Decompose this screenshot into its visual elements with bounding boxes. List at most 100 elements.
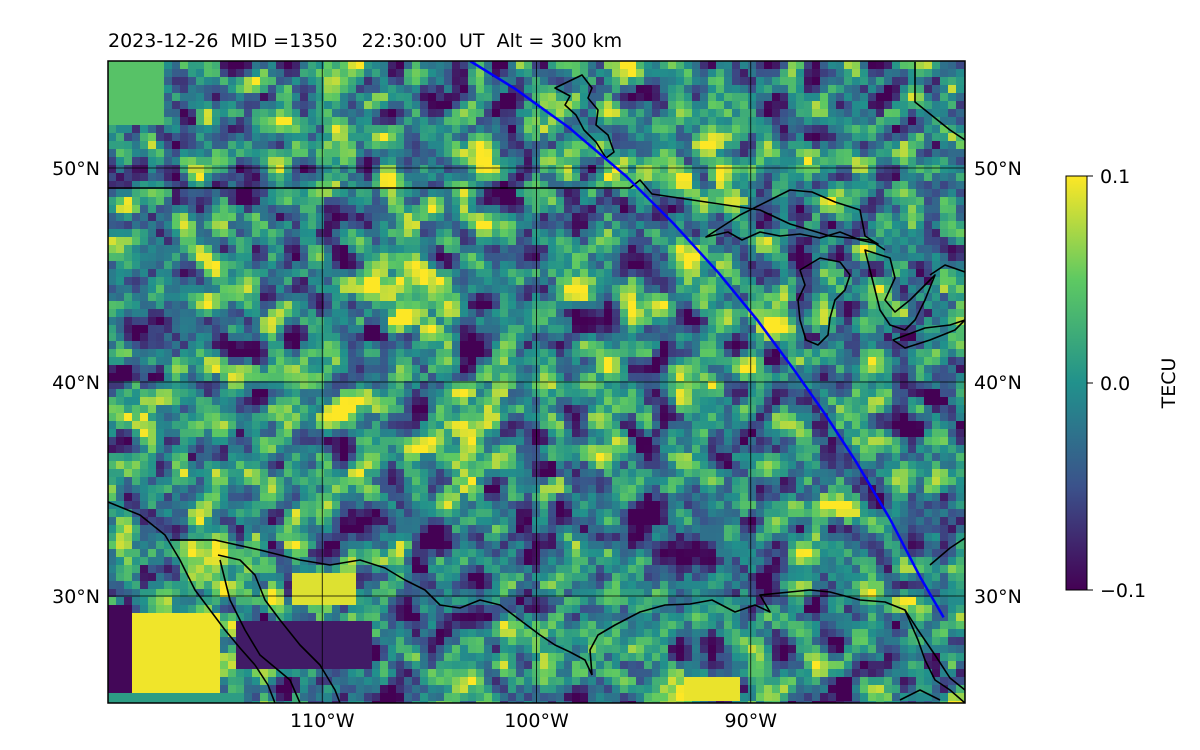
tec-cell [500,189,509,198]
tec-cell [804,301,813,310]
tec-cell [500,165,509,174]
tec-cell [524,357,533,366]
tec-cell [420,261,429,270]
tec-cell [796,125,805,134]
tec-cell [180,301,189,310]
tec-cell [900,333,909,342]
tec-cell [684,373,693,382]
tec-cell [916,373,925,382]
tec-cell [412,109,421,118]
tec-cell [252,373,261,382]
tec-cell [484,229,493,238]
tec-cell [724,309,733,318]
tec-cell [732,157,741,166]
tec-cell [508,253,517,262]
tec-cell [796,253,805,262]
tec-cell [788,133,797,142]
tec-cell [108,69,117,78]
tec-cell [868,173,877,182]
tec-cell [748,101,757,110]
tec-cell [756,269,765,278]
tec-cell [436,93,445,102]
tec-cell [660,341,669,350]
tec-cell [220,293,229,302]
tec-cell [588,245,597,254]
tec-cell [684,389,693,398]
tec-cell [260,133,269,142]
tec-cell [388,165,397,174]
tec-cell [852,69,861,78]
tec-cell [468,389,477,398]
tec-cell [524,349,533,358]
tec-cell [940,77,949,86]
tec-cell [356,141,365,150]
tec-cell [236,261,245,270]
tec-cell [276,85,285,94]
tec-cell [516,117,525,126]
tec-cell [708,117,717,126]
tec-cell [172,77,181,86]
tec-cell [332,349,341,358]
tec-cell [844,109,853,118]
tec-cell [124,77,133,86]
tec-cell [172,317,181,326]
tec-cell [268,357,277,366]
tec-cell [684,421,693,430]
tec-cell [500,117,509,126]
tec-cell [244,341,253,350]
tec-cell [956,149,965,158]
tec-cell [884,269,893,278]
tec-cell [956,93,965,102]
tec-cell [700,405,709,414]
tec-cell [700,141,709,150]
tec-cell [796,357,805,366]
tec-cell [140,213,149,222]
tec-cell [620,293,629,302]
tec-cell [540,373,549,382]
tec-cell [468,77,477,86]
tec-cell [468,197,477,206]
tec-cell [428,269,437,278]
tec-cell [932,77,941,86]
tec-cell [772,317,781,326]
tec-cell [548,421,557,430]
tec-cell [524,293,533,302]
tec-cell [340,93,349,102]
tec-cell [516,269,525,278]
tec-cell [436,413,445,422]
tec-cell [348,317,357,326]
tec-cell [852,397,861,406]
tec-cell [212,181,221,190]
tec-cell [380,293,389,302]
tec-cell [132,157,141,166]
tec-cell [836,77,845,86]
tec-cell [308,269,317,278]
tec-cell [876,389,885,398]
tec-cell [836,149,845,158]
tec-cell [388,341,397,350]
tec-cell [700,93,709,102]
tec-cell [420,317,429,326]
tec-cell [164,277,173,286]
tec-cell [700,381,709,390]
tec-cell [172,389,181,398]
tec-cell [124,157,133,166]
tec-cell [428,285,437,294]
tec-cell [652,69,661,78]
tec-cell [420,373,429,382]
tec-cell [308,261,317,270]
tec-cell [644,189,653,198]
tec-cell [572,181,581,190]
tec-cell [500,149,509,158]
tec-cell [172,197,181,206]
tec-cell [892,157,901,166]
tec-cell [780,133,789,142]
tec-cell [284,109,293,118]
tec-cell [300,421,309,430]
tec-cell [396,125,405,134]
tec-cell [196,317,205,326]
tec-cell [324,413,333,422]
tec-cell [716,349,725,358]
tec-cell [740,77,749,86]
tec-cell [332,69,341,78]
